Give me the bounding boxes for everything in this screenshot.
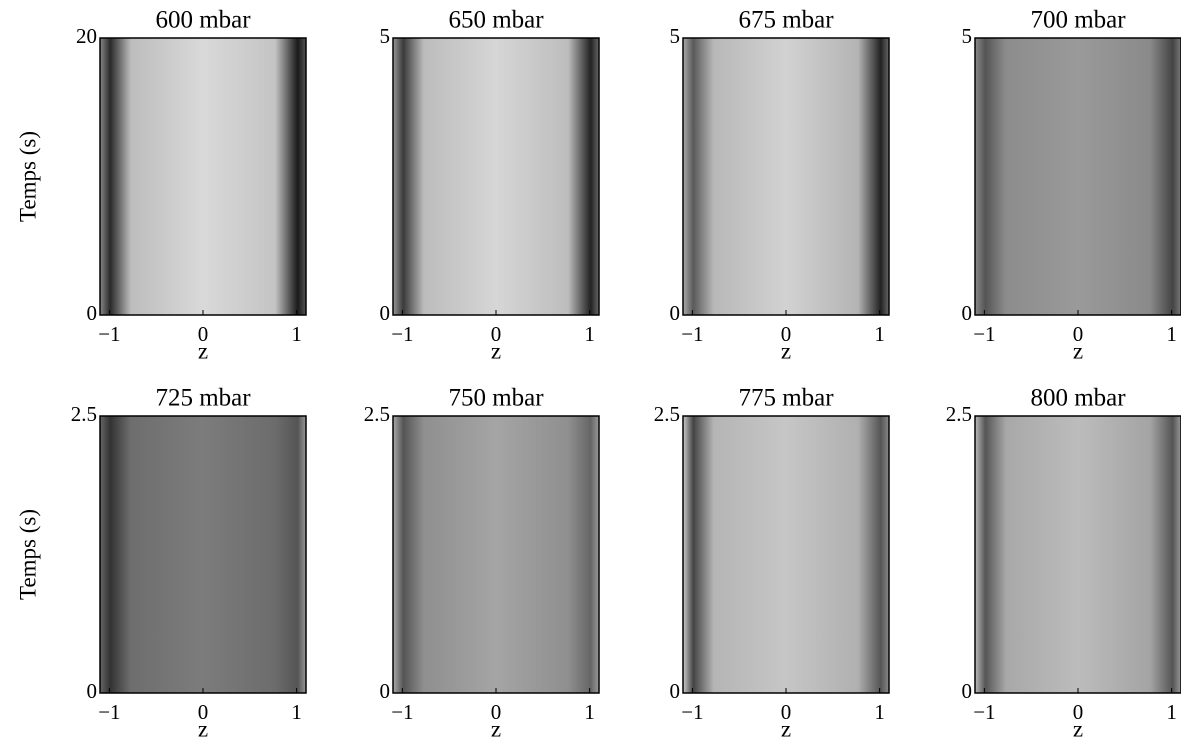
image bbox=[683, 416, 889, 693]
x-axis-label: z bbox=[198, 716, 208, 741]
x-axis-label: z bbox=[781, 716, 791, 741]
y-tick-label: 0 bbox=[87, 301, 98, 325]
y-tick-label: 5 bbox=[670, 24, 681, 48]
y-tick-label: 0 bbox=[670, 679, 681, 703]
x-axis-label: z bbox=[198, 338, 208, 363]
panel-title: 800 mbar bbox=[1030, 385, 1126, 412]
panel-title: 675 mbar bbox=[738, 7, 834, 34]
x-axis-label: z bbox=[1073, 338, 1083, 363]
x-tick-label: −1 bbox=[973, 322, 995, 346]
y-tick-label: 2.5 bbox=[364, 402, 390, 426]
x-tick-label: 0 bbox=[491, 322, 502, 346]
y-tick-label: 0 bbox=[962, 301, 973, 325]
panel-title: 700 mbar bbox=[1030, 7, 1126, 34]
x-tick-label: 1 bbox=[584, 322, 595, 346]
y-tick-label: 20 bbox=[76, 24, 97, 48]
x-tick-label: 0 bbox=[1073, 700, 1084, 724]
panel-title: 750 mbar bbox=[448, 385, 544, 412]
y-axis-label: Temps (s) bbox=[15, 131, 40, 222]
x-tick-label: −1 bbox=[98, 700, 120, 724]
y-tick-label: 0 bbox=[962, 679, 973, 703]
x-axis-label: z bbox=[1073, 716, 1083, 741]
x-tick-label: −1 bbox=[973, 700, 995, 724]
image bbox=[100, 38, 306, 315]
y-tick-label: 2.5 bbox=[654, 402, 680, 426]
x-tick-label: 0 bbox=[198, 322, 209, 346]
x-tick-label: 1 bbox=[584, 700, 595, 724]
x-tick-label: 0 bbox=[198, 700, 209, 724]
panel-title: 725 mbar bbox=[155, 385, 251, 412]
y-tick-label: 0 bbox=[380, 679, 391, 703]
x-tick-label: 1 bbox=[1166, 700, 1177, 724]
image bbox=[683, 38, 889, 315]
x-tick-label: 0 bbox=[781, 322, 792, 346]
x-axis-label: z bbox=[491, 716, 501, 741]
x-tick-label: −1 bbox=[681, 700, 703, 724]
x-tick-label: 0 bbox=[491, 700, 502, 724]
x-tick-label: 0 bbox=[781, 700, 792, 724]
x-tick-label: 1 bbox=[1166, 322, 1177, 346]
image bbox=[393, 38, 599, 315]
x-tick-label: 1 bbox=[291, 700, 302, 724]
y-tick-label: 0 bbox=[87, 679, 98, 703]
x-axis-label: z bbox=[491, 338, 501, 363]
x-tick-label: 1 bbox=[874, 700, 885, 724]
y-tick-label: 0 bbox=[380, 301, 391, 325]
panel-title: 775 mbar bbox=[738, 385, 834, 412]
x-tick-label: −1 bbox=[98, 322, 120, 346]
image bbox=[975, 38, 1181, 315]
panel-title: 650 mbar bbox=[448, 7, 544, 34]
image bbox=[975, 416, 1181, 693]
x-tick-label: 1 bbox=[874, 322, 885, 346]
x-tick-label: 1 bbox=[291, 322, 302, 346]
y-tick-label: 2.5 bbox=[946, 402, 972, 426]
x-tick-label: 0 bbox=[1073, 322, 1084, 346]
y-tick-label: 5 bbox=[380, 24, 391, 48]
image bbox=[393, 416, 599, 693]
y-tick-label: 0 bbox=[670, 301, 681, 325]
image bbox=[100, 416, 306, 693]
y-tick-label: 5 bbox=[962, 24, 973, 48]
y-tick-label: 2.5 bbox=[71, 402, 97, 426]
x-tick-label: −1 bbox=[391, 322, 413, 346]
panel-title: 600 mbar bbox=[155, 7, 251, 34]
x-tick-label: −1 bbox=[681, 322, 703, 346]
x-axis-label: z bbox=[781, 338, 791, 363]
x-tick-label: −1 bbox=[391, 700, 413, 724]
y-axis-label: Temps (s) bbox=[15, 509, 40, 600]
